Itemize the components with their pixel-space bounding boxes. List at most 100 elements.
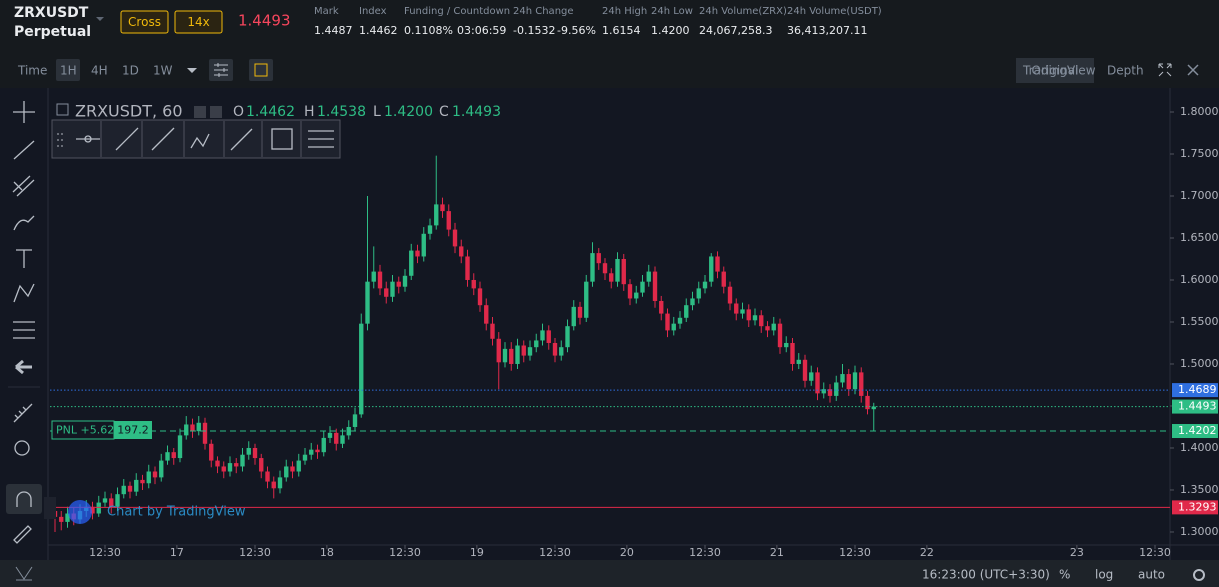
candle-body [184, 424, 189, 436]
settings-gear[interactable] [1193, 569, 1205, 581]
candle-body [821, 389, 826, 394]
percent-toggle[interactable]: % [1059, 568, 1070, 582]
candle-body [652, 271, 658, 301]
candle-body [96, 502, 101, 514]
trendline-tool[interactable] [13, 140, 35, 160]
leverage[interactable]: 14x [187, 15, 209, 29]
margin-mode[interactable]: Cross [128, 15, 161, 29]
view-tab[interactable]: Depth [1107, 64, 1144, 78]
size-box[interactable] [114, 421, 152, 439]
y-tick-label: 1.4000 [1180, 441, 1219, 454]
candle-body [871, 406, 876, 410]
candle-body [271, 481, 276, 489]
candle-body [246, 447, 251, 455]
stat-label: 24h Volume(USDT) [787, 6, 882, 17]
interval[interactable]: 4H [91, 64, 108, 78]
hline-tool[interactable] [76, 135, 100, 143]
candle-body [359, 323, 364, 415]
interval: Time [17, 64, 47, 78]
candle-body [321, 437, 326, 453]
interval[interactable]: 1W [153, 64, 173, 78]
close-icon[interactable] [1187, 64, 1199, 76]
candle-body [240, 454, 245, 467]
stat-label: Mark [314, 6, 339, 17]
crosshair-tool[interactable] [13, 101, 35, 123]
candle-body [365, 281, 370, 324]
candle-body [190, 424, 195, 432]
candle-body [609, 273, 614, 282]
interval[interactable]: 1H [60, 64, 77, 78]
view-tab[interactable]: TradingView [1022, 64, 1096, 78]
back-tool[interactable] [15, 359, 32, 375]
x-tick-label: 12:30 [539, 546, 571, 559]
auto-toggle[interactable]: auto [1138, 568, 1165, 582]
legend-icon[interactable] [194, 106, 206, 118]
text-tool[interactable] [16, 249, 32, 268]
arrow-tool[interactable] [230, 128, 253, 151]
x-tick-label: 17 [170, 546, 184, 559]
candle-body [640, 281, 645, 293]
drag-handle[interactable] [57, 133, 63, 147]
candle-body [265, 471, 270, 482]
lock-tool[interactable] [13, 525, 32, 544]
candle-body [502, 348, 508, 363]
pattern-tool[interactable] [13, 283, 35, 303]
parallel-tool[interactable] [308, 130, 334, 148]
stat-value: 1.6154 [602, 24, 641, 37]
close-label: C [439, 104, 449, 120]
y-tick-label: 1.3000 [1180, 525, 1219, 538]
view-tab[interactable]: Original [1032, 64, 1079, 78]
candle-body [327, 432, 333, 438]
candle-body [527, 347, 533, 356]
candle-body [559, 347, 564, 356]
candle-body [702, 281, 708, 289]
candle-body [446, 211, 451, 230]
x-tick-label: 12:30 [389, 546, 421, 559]
high-label: H [304, 104, 315, 120]
legend-icon[interactable] [210, 106, 222, 118]
candle-body [334, 432, 339, 444]
active-view [1016, 58, 1094, 83]
settings-button[interactable] [249, 59, 273, 81]
rect-tool[interactable] [271, 128, 293, 150]
log-toggle[interactable]: log [1095, 568, 1113, 582]
brush-tool[interactable] [13, 215, 35, 231]
footer-icon[interactable] [15, 566, 33, 581]
candle-body [846, 374, 851, 390]
candle-body [284, 466, 289, 478]
candle-body [727, 286, 733, 304]
candle-body [859, 372, 864, 396]
watermark[interactable]: Chart by TradingView [107, 505, 246, 520]
price-tag-label: 1.4493 [1178, 400, 1217, 413]
candle-body [734, 303, 739, 314]
x-tick-label: 19 [470, 546, 484, 559]
candle-body [659, 300, 664, 314]
stat-value: 0.1108% [404, 24, 453, 37]
x-tick-label: 12:30 [839, 546, 871, 559]
candle-body [496, 338, 501, 363]
prediction-tool[interactable] [13, 321, 35, 339]
more-intervals[interactable] [187, 68, 197, 73]
fib-tool[interactable] [12, 175, 35, 197]
symbol[interactable]: ZRXUSDT [14, 5, 89, 21]
fullscreen-icon[interactable] [1158, 63, 1172, 77]
collapse-icon[interactable] [56, 103, 69, 116]
ray-tool[interactable] [151, 127, 175, 151]
collapse-toggle[interactable] [44, 497, 56, 519]
candle-body [696, 288, 701, 299]
x-tick-label: 21 [770, 546, 784, 559]
close-value: 1.4493 [452, 104, 501, 120]
interval[interactable]: 1D [122, 64, 139, 78]
magnet-button[interactable] [6, 484, 42, 514]
stat-value: -0.1532 [513, 24, 555, 37]
margin-button[interactable] [120, 10, 169, 34]
candle-body [740, 309, 745, 314]
zoom-tool[interactable] [14, 440, 30, 456]
abcd-tool[interactable] [190, 133, 210, 149]
y-tick-label: 1.5500 [1180, 315, 1219, 328]
position-size: 197.2 [117, 424, 149, 437]
leverage-button[interactable] [174, 10, 223, 34]
measure-tool[interactable] [13, 403, 33, 423]
segment-tool[interactable] [115, 127, 139, 151]
dropdown-icon[interactable] [96, 17, 104, 21]
